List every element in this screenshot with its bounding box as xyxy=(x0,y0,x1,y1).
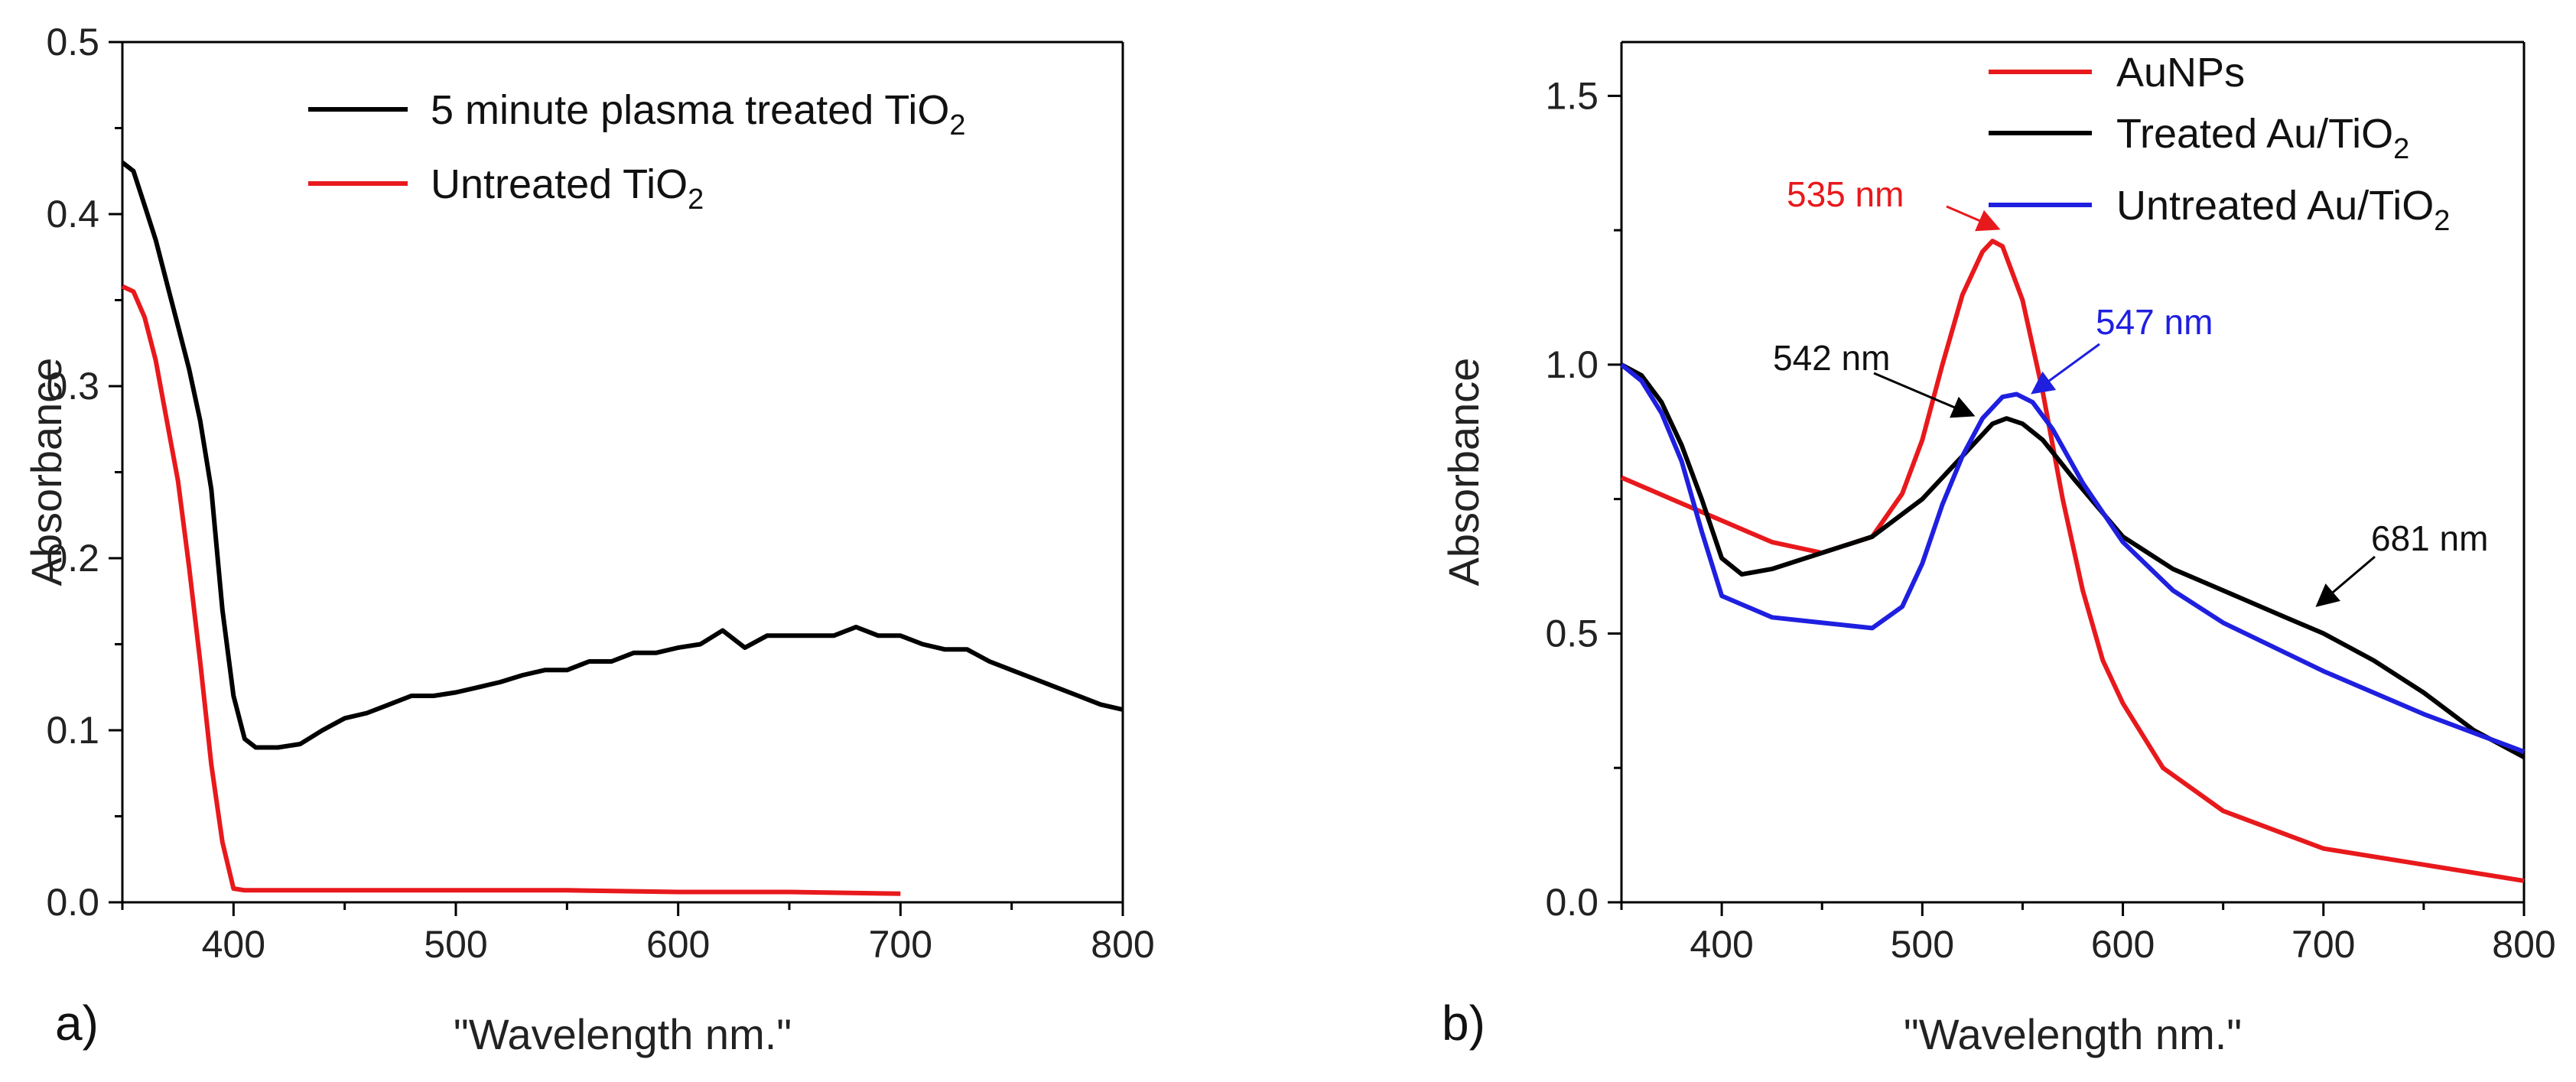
panel-b-label: b) xyxy=(1442,996,1485,1051)
panel-b-series-line-untreated-au-tio2 xyxy=(1620,362,2526,754)
annotation-535-nm-arrow xyxy=(1946,205,2001,232)
annotation-542-nm-arrow xyxy=(1873,372,1976,418)
panel-b-y-axis-title: Absorbance xyxy=(1439,358,1488,586)
annotation-681-nm-arrow xyxy=(2315,555,2376,607)
panel-a-series-line-5-minute-plasma-treated-tio2 xyxy=(121,161,1124,750)
annotation-547-nm: 547 nm xyxy=(2096,302,2213,342)
panel-b-y-tick-label: 0.0 xyxy=(1545,881,1599,924)
panel-a-y-tick-label: 0.1 xyxy=(46,709,99,752)
panel-a-legend-label-treated: 5 minute plasma treated TiO2 xyxy=(431,87,965,141)
panel-b-x-axis-title: "Wavelength nm." xyxy=(1904,1010,2242,1058)
panel-b-series-line-treated-au-tio2 xyxy=(1620,362,2526,759)
panel-b-legend-label-aunps: AuNPs xyxy=(2116,50,2245,96)
annotation-535-nm: 535 nm xyxy=(1787,174,1904,214)
panel-b-legend-label-treated: Treated Au/TiO2 xyxy=(2116,111,2409,165)
panel-b-y-tick-label: 0.5 xyxy=(1545,612,1599,655)
annotation-681-nm: 681 nm xyxy=(2371,518,2488,558)
panel-b-series-layer xyxy=(1620,239,2526,883)
annotation-547-nm-arrow xyxy=(2031,343,2100,395)
panel-a-x-tick-label: 500 xyxy=(424,923,487,966)
panel-a-series-line-untreated-tio2 xyxy=(121,284,901,896)
annotation-542-nm: 542 nm xyxy=(1773,338,1890,378)
panel-a-tick-layer: 400 500 600 700 800 0.0 0.1 0.2 0.3 0.4 0.5 xyxy=(46,21,1154,966)
panel-a-x-tick-label: 800 xyxy=(1091,923,1154,966)
panel-a-y-tick-label: 0.0 xyxy=(46,881,99,924)
panel-b-chart: 400 500 600 700 800 0.0 0.5 1.0 1.5 Absorbance "… xyxy=(1439,41,2556,1058)
panel-b-x-tick-label: 400 xyxy=(1690,923,1753,966)
panel-a-x-tick-label: 700 xyxy=(869,923,932,966)
panel-b-x-tick-label: 700 xyxy=(2291,923,2355,966)
panel-b-series-line-aunps xyxy=(1620,239,2525,883)
panel-a-x-tick-label: 400 xyxy=(202,923,265,966)
panel-a-chart: 400 500 600 700 800 0.0 0.1 0.2 0.3 0.4 0.5 Absorb… xyxy=(22,21,1155,1058)
panel-a-y-tick-label: 0.4 xyxy=(46,193,99,236)
panel-a-y-tick-label: 0.5 xyxy=(46,21,99,63)
panel-a-x-tick-label: 600 xyxy=(646,923,710,966)
panel-b-tick-layer: 400 500 600 700 800 0.0 0.5 1.0 1.5 xyxy=(1545,74,2555,966)
panel-a-y-tick-label: 0.3 xyxy=(46,365,99,408)
panel-b-annotations: 535 nm 542 nm 547 nm 681 nm xyxy=(1773,174,2488,607)
panel-a-label: a) xyxy=(55,996,99,1051)
panel-b-legend: AuNPs Treated Au/TiO2 Untreated Au/TiO2 xyxy=(1989,50,2450,237)
panel-a-series-layer xyxy=(121,161,1124,896)
panel-a-legend-label-untreated: Untreated TiO2 xyxy=(431,161,704,216)
panel-a-y-tick-label: 0.2 xyxy=(46,537,99,580)
panel-b-x-tick-label: 600 xyxy=(2091,923,2155,966)
panel-a-x-axis-title: "Wavelength nm." xyxy=(454,1010,792,1058)
panel-b-y-tick-label: 1.0 xyxy=(1545,343,1599,386)
panel-b-x-tick-label: 800 xyxy=(2492,923,2555,966)
panel-a-y-axis-title: Absorbance xyxy=(22,358,70,586)
panel-b-legend-label-untreated: Untreated Au/TiO2 xyxy=(2116,183,2450,237)
panel-b-y-tick-label: 1.5 xyxy=(1545,74,1599,117)
panel-a-legend: 5 minute plasma treated TiO2 Untreated T… xyxy=(308,87,965,216)
panel-b-x-tick-label: 500 xyxy=(1891,923,1954,966)
